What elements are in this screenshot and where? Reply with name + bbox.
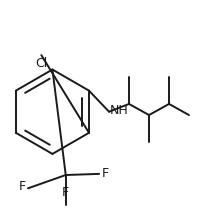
Text: F: F — [101, 167, 108, 180]
Text: F: F — [62, 186, 69, 200]
Text: F: F — [19, 180, 26, 193]
Text: Cl: Cl — [35, 57, 47, 70]
Text: NH: NH — [110, 104, 128, 117]
